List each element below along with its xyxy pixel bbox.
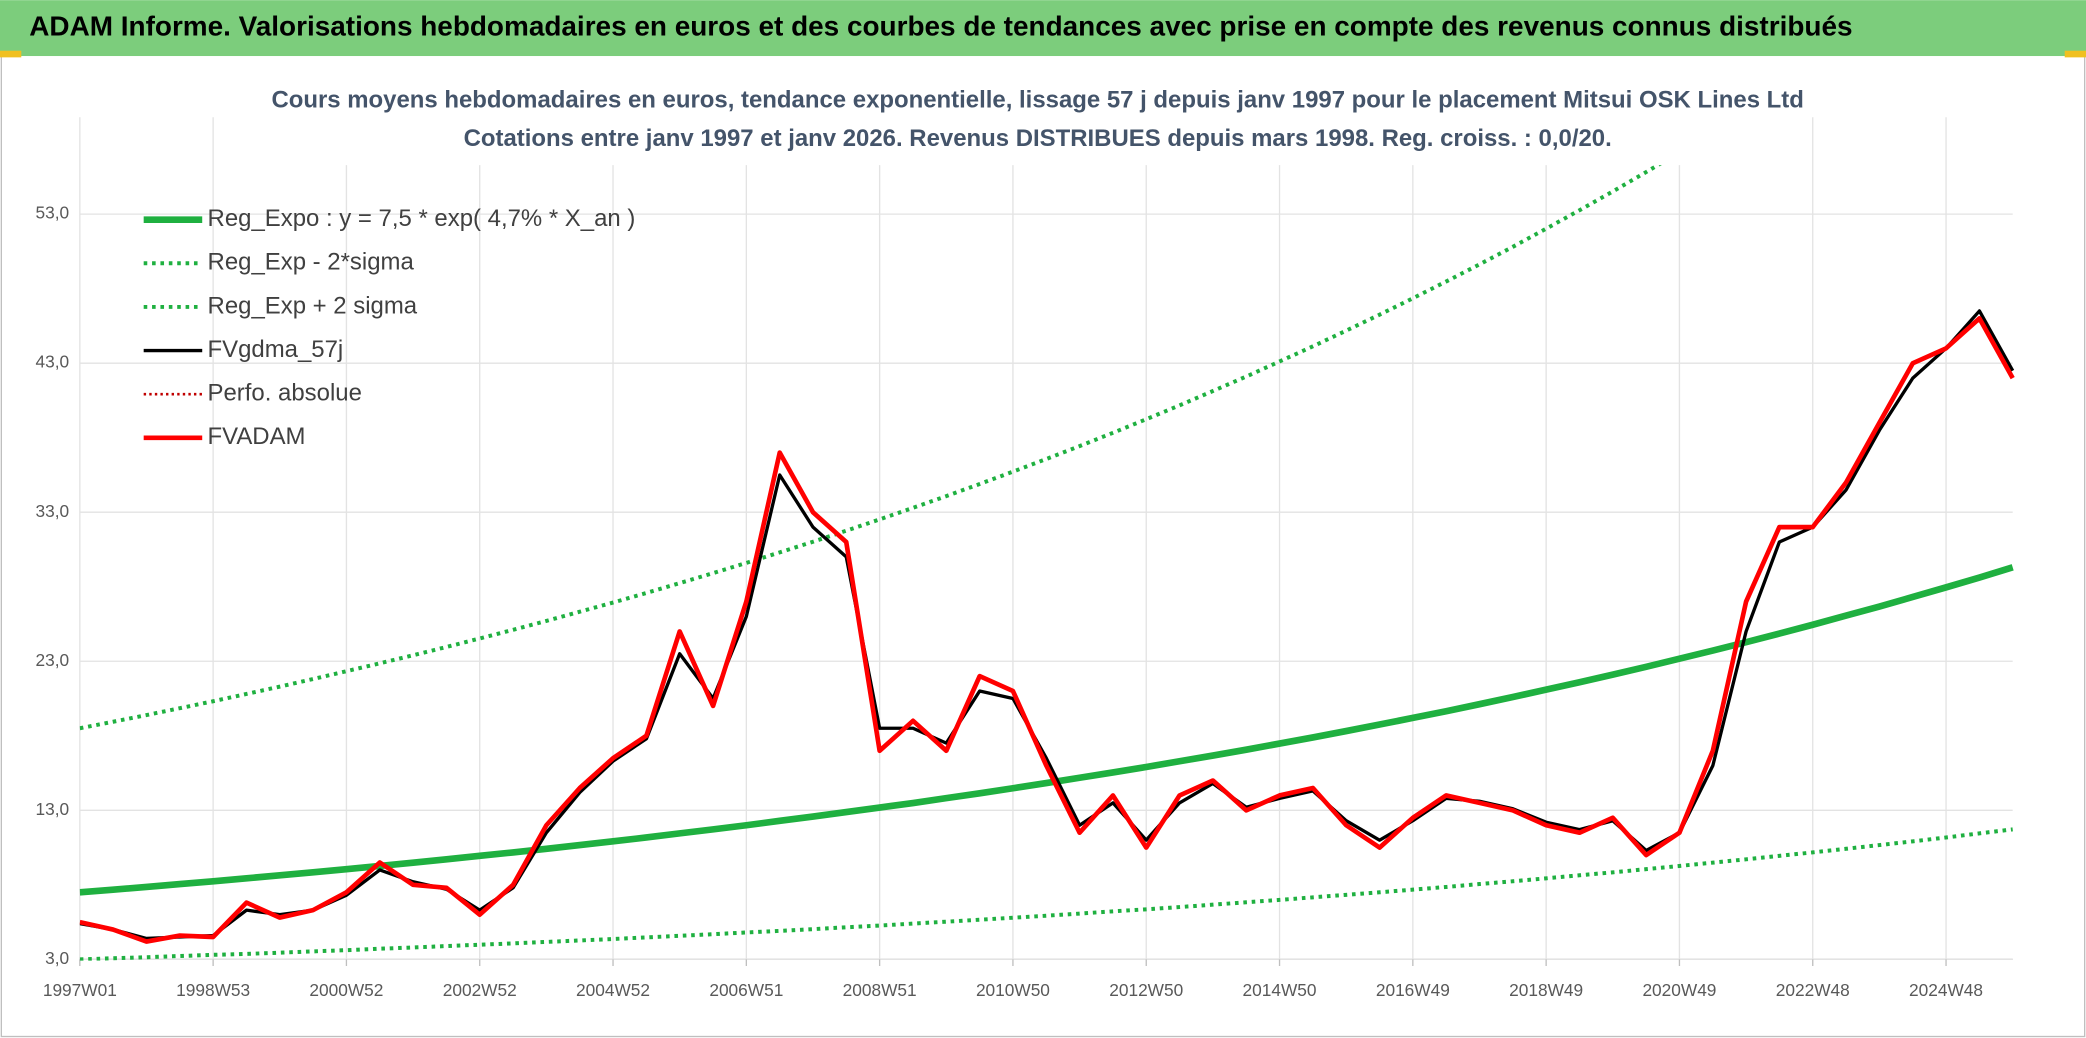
grid: 3,0 13,0 23,0 33,0 43,0 53,0 1997W01 1998W53 200… [36,117,2013,1000]
corner [2064,50,2086,58]
legend-label: FVgdma_57j [208,336,344,363]
series-line [79,117,1741,731]
header-bar [0,0,2086,57]
x-tick-label: 2020W49 [1642,980,1716,1000]
x-tick-label: 2000W52 [309,980,383,1000]
y-tick-label: 43,0 [36,352,70,372]
x-tick-label: 2012W50 [1109,980,1183,1000]
corner [0,50,22,58]
chart-subtitle: Cotations entre janv 1997 et janv 2026. … [464,125,1612,152]
series-line [79,316,2015,944]
y-tick-label: 3,0 [45,948,69,968]
y-tick-label: 33,0 [36,501,70,521]
series-line [79,564,2014,896]
y-tick-label: 53,0 [36,203,70,223]
x-tick-label: 1997W01 [43,980,117,1000]
header-title: ADAM Informe. Valorisations hebdomadaire… [29,10,1852,41]
y-tick-label: 23,0 [36,650,70,670]
x-tick-label: 1998W53 [176,980,250,1000]
legend: Reg_Expo : y = 7,5 * exp( 4,7% * X_an ) R… [143,205,636,450]
legend-label: FVADAM [208,423,306,450]
chart-title: Cours moyens hebdomadaires en euros, ten… [271,87,1803,114]
x-tick-label: 2024W48 [1909,980,1983,1000]
y-tick-label: 13,0 [36,799,70,819]
x-tick-label: 2016W49 [1376,980,1450,1000]
x-tick-label: 2010W50 [976,980,1050,1000]
x-tick-label: 2004W52 [576,980,650,1000]
x-tick-label: 2006W51 [709,980,783,1000]
lines [79,117,2015,961]
x-tick-label: 2022W48 [1776,980,1850,1000]
legend-label: Reg_Exp + 2 sigma [208,292,418,319]
x-tick-label: 2014W50 [1243,980,1317,1000]
title-box [266,77,1796,166]
x-tick-label: 2018W49 [1509,980,1583,1000]
legend-label: Reg_Expo : y = 7,5 * exp( 4,7% * X_an ) [208,205,636,232]
legend-label: Reg_Exp - 2*sigma [208,249,415,276]
legend-label: Perfo. absolue [208,380,362,407]
x-tick-label: 2008W51 [843,980,917,1000]
x-tick-label: 2002W52 [443,980,517,1000]
